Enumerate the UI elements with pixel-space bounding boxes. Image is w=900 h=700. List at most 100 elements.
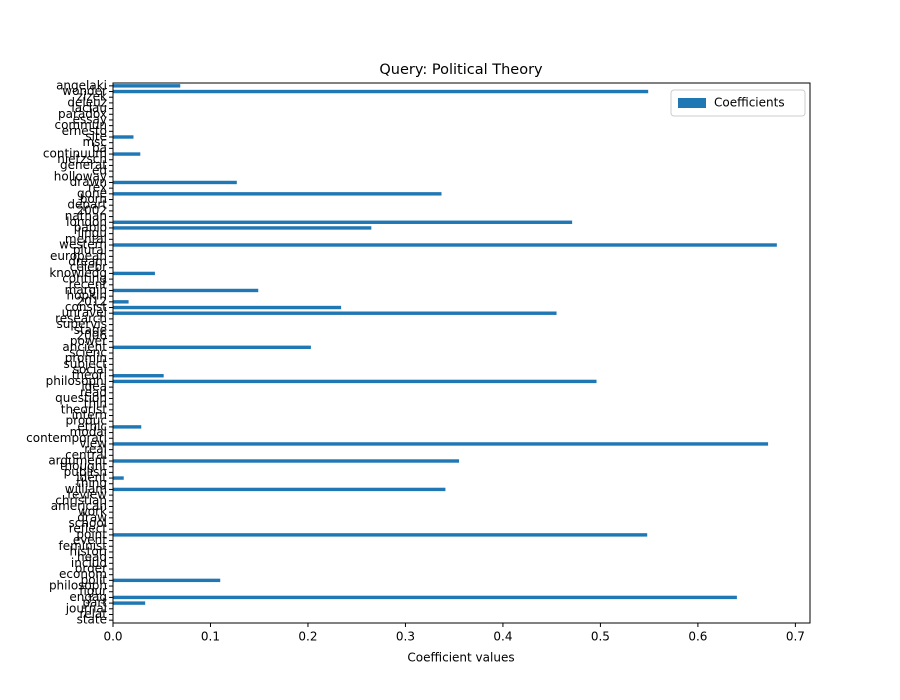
y-tick-label: part	[82, 596, 107, 610]
y-tick-label: site	[85, 130, 107, 144]
y-tick-label: thin	[84, 397, 107, 411]
y-tick-label: william	[65, 482, 107, 496]
y-tick-label: drawn	[70, 175, 107, 189]
x-tick-label: 0.6	[688, 630, 707, 644]
y-tick-label: real	[84, 442, 107, 456]
y-tick-label: idea	[81, 380, 107, 394]
y-tick-label: publish	[64, 465, 107, 479]
y-tick-label: celebr	[70, 260, 107, 274]
y-tick-label: philosophi	[46, 374, 107, 388]
y-tick-label: holloway	[54, 169, 107, 183]
legend: Coefficients	[670, 89, 806, 117]
y-tick-label: subject	[64, 357, 108, 371]
y-tick-label: intern	[72, 408, 107, 422]
y-tick-label: journal	[65, 601, 107, 615]
y-tick-label: social	[73, 363, 107, 377]
y-tick-label: thing	[76, 476, 107, 490]
y-tick-label: margin	[65, 283, 107, 297]
y-tick-label: produc	[66, 414, 107, 428]
bar	[113, 533, 648, 537]
y-tick-label: laclau	[71, 101, 107, 115]
y-tick-label: view	[79, 436, 107, 450]
legend-label: Coefficients	[714, 96, 785, 110]
y-tick-label: promin	[65, 351, 107, 365]
y-tick-label: wonder	[62, 84, 107, 98]
bar	[113, 578, 221, 583]
y-tick-label: scienc	[69, 346, 107, 360]
bar	[113, 89, 649, 94]
x-tick-label: 0.7	[786, 630, 805, 644]
y-tick-label: polit	[81, 573, 108, 587]
y-tick-label: lingu	[78, 226, 108, 240]
y-tick-label: generat	[60, 158, 107, 172]
y-tick-label: nathan	[65, 209, 107, 223]
y-tick-label: zizek	[77, 90, 107, 104]
y-tick-label: london	[66, 215, 107, 229]
y-tick-label: pablo	[74, 220, 107, 234]
y-tick-label: 2002	[76, 203, 107, 217]
y-tick-label: order	[75, 562, 107, 576]
y-tick-label: western	[59, 238, 107, 252]
bar	[113, 311, 557, 315]
y-tick-label: knowledg	[49, 266, 107, 280]
bar	[113, 192, 442, 196]
y-tick-label: deleuz	[67, 95, 107, 109]
y-tick-label: mental	[65, 232, 107, 246]
y-tick-label: nietzsch	[57, 152, 107, 166]
chart-title: Query: Political Theory	[379, 62, 543, 78]
y-tick-label: ba	[92, 141, 107, 155]
y-tick-label: ident	[76, 471, 107, 485]
y-tick-label: unravel	[62, 306, 107, 320]
bar	[113, 487, 446, 492]
y-tick-label: histori	[69, 544, 107, 558]
y-tick-label: essay	[73, 112, 107, 126]
y-tick-label: ancient	[62, 340, 107, 354]
y-tick-label: gone	[77, 186, 107, 200]
bar	[113, 271, 155, 276]
y-tick-label: feminist	[58, 539, 107, 553]
y-tick-label: supervis	[57, 317, 107, 331]
x-tick-label: 0.1	[201, 630, 220, 644]
y-tick-label: event	[73, 533, 107, 547]
y-tick-label: thought	[60, 459, 107, 473]
bar	[113, 220, 573, 224]
y-tick-label: dream	[68, 255, 107, 269]
legend-swatch	[678, 98, 706, 108]
bar	[113, 152, 141, 156]
y-tick-label: angelaki	[56, 78, 107, 92]
y-tick-label: head	[77, 550, 107, 564]
bar	[113, 379, 597, 384]
y-tick-label: consist	[65, 300, 107, 314]
y-tick-label: point	[76, 527, 107, 541]
bar	[113, 300, 129, 304]
y-tick-label: conting	[62, 272, 107, 286]
y-tick-label: paradox	[58, 107, 107, 121]
bar	[113, 305, 342, 310]
y-tick-label: recent	[69, 277, 108, 291]
y-tick-label: read	[80, 385, 107, 399]
y-tick-label: work	[78, 505, 107, 519]
y-tick-label: rex	[88, 181, 107, 195]
bar	[113, 288, 259, 293]
y-tick-label: engag	[69, 590, 107, 604]
y-tick-label: plural	[73, 243, 107, 257]
y-tick-label: stage	[74, 323, 107, 337]
y-tick-label: research	[55, 311, 107, 325]
y-tick-label: includ	[71, 556, 107, 570]
y-tick-label: school	[69, 516, 107, 530]
y-tick-label: draw	[77, 510, 107, 524]
bar	[113, 476, 124, 480]
y-tick-label: econom	[59, 567, 107, 581]
bar	[113, 135, 134, 139]
y-tick-label: european	[50, 249, 107, 263]
y-tick-label: argument	[48, 454, 107, 468]
y-tick-label: 2006	[76, 328, 107, 342]
y-tick-label: central	[65, 448, 107, 462]
plot-frame	[112, 82, 811, 624]
x-tick-label: 0.2	[298, 630, 317, 644]
bar	[113, 243, 777, 247]
x-tick-label: 0.3	[396, 630, 415, 644]
x-tick-label: 0.0	[103, 630, 122, 644]
y-tick-label: figur	[79, 584, 107, 598]
